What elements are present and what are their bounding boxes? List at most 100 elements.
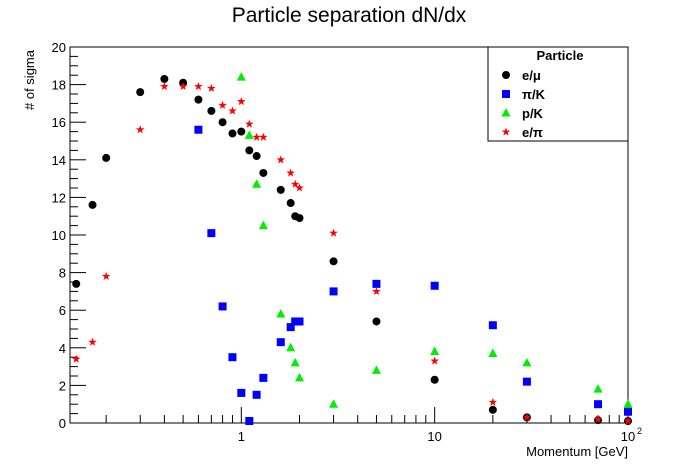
y-tick-label: 14: [52, 153, 66, 168]
y-tick-label: 6: [59, 303, 66, 318]
p-k-point: [295, 372, 305, 382]
e-mu-point: [136, 88, 145, 97]
pi-k-point: [430, 281, 439, 290]
e-pi-point: [522, 412, 532, 421]
e-mu-point: [237, 127, 246, 136]
pi-k-point: [286, 323, 295, 332]
y-tick-label: 16: [52, 115, 66, 130]
p-k-point: [286, 342, 296, 352]
p-k-point: [258, 220, 268, 230]
data-points: [71, 72, 633, 425]
pi-k-point: [259, 373, 268, 382]
legend-label: e/π: [522, 125, 543, 140]
e-mu-point: [372, 317, 381, 326]
pi-k-point: [522, 377, 531, 386]
pi-k-point: [329, 287, 338, 296]
e-mu-point: [329, 257, 338, 266]
e-mu-point: [207, 106, 216, 115]
e-mu-point: [72, 279, 81, 288]
e-mu-point: [488, 405, 497, 414]
e-mu-point: [160, 74, 169, 83]
y-tick-label: 12: [52, 190, 66, 205]
pi-k-point: [245, 417, 254, 425]
e-pi-point: [194, 81, 203, 91]
pi-k-point: [372, 279, 381, 288]
e-mu-point: [88, 200, 97, 209]
pi-k-point: [194, 125, 203, 134]
pi-k-point: [237, 388, 246, 397]
pi-k-point: [594, 400, 603, 409]
y-tick-label: 2: [59, 378, 66, 393]
p-k-point: [290, 357, 300, 367]
e-pi-point: [286, 168, 295, 177]
pi-k-point: [295, 317, 304, 326]
pi-k-point: [488, 321, 497, 330]
e-pi-point: [623, 416, 633, 425]
e-pi-point: [245, 119, 254, 128]
chart-title: Particle separation dN/dx: [232, 4, 467, 27]
p-k-point: [276, 308, 286, 318]
x-axis-label: Momentum [GeV]: [526, 444, 628, 459]
series-e-pi: [71, 81, 633, 425]
pi-k-point: [252, 390, 261, 399]
e-pi-point: [252, 132, 261, 141]
legend-title: Particle: [537, 48, 584, 63]
e-pi-point: [259, 132, 268, 141]
e-pi-point: [207, 83, 216, 92]
y-tick-label: 18: [52, 78, 66, 93]
y-tick-label: 0: [59, 416, 66, 431]
series-pi-k: [194, 125, 632, 425]
e-pi-point: [237, 97, 246, 106]
y-axis-label: # of sigma: [22, 49, 37, 110]
e-pi-point: [295, 183, 304, 192]
e-pi-point: [329, 228, 338, 237]
p-k-point: [244, 130, 254, 139]
e-pi-point: [135, 125, 145, 134]
y-tick-label: 20: [52, 40, 66, 55]
series-p-k: [236, 72, 633, 408]
e-pi-point: [372, 286, 381, 296]
p-k-point: [488, 348, 498, 357]
e-pi-point: [218, 100, 227, 109]
y-tick-label: 8: [59, 266, 66, 281]
legend-entries: e/μ π/K p/K e/π: [501, 68, 546, 140]
e-mu-point: [245, 146, 254, 155]
legend-label: p/K: [522, 106, 544, 121]
e-pi-point: [593, 414, 603, 423]
pi-k-point: [291, 317, 300, 326]
legend-marker-pi-k: [502, 90, 510, 98]
e-pi-point: [228, 106, 237, 115]
e-mu-point: [102, 153, 111, 162]
e-mu-point: [252, 152, 261, 161]
y-tick-label: 4: [59, 341, 66, 356]
pi-k-point: [276, 338, 285, 347]
x-tick-exponent: 2: [637, 426, 642, 436]
e-mu-point: [194, 95, 203, 104]
e-pi-point: [430, 356, 439, 365]
e-mu-point: [228, 129, 237, 138]
e-mu-point: [276, 185, 285, 194]
legend: Particle e/μ π/K p/K e/π: [487, 46, 629, 142]
p-k-point: [593, 384, 603, 393]
pi-k-point: [228, 353, 237, 362]
p-k-point: [522, 357, 532, 367]
p-k-point: [430, 346, 440, 356]
e-mu-point: [295, 214, 304, 223]
e-pi-point: [88, 337, 97, 346]
p-k-point: [623, 399, 633, 408]
p-k-point: [371, 365, 381, 374]
e-pi-point: [488, 397, 498, 406]
e-mu-point: [430, 375, 439, 384]
p-k-point: [252, 179, 262, 188]
x-tick-label: 10: [621, 429, 635, 444]
e-pi-point: [160, 81, 169, 91]
pi-k-point: [624, 407, 632, 416]
p-k-point: [236, 72, 246, 81]
y-tick-label: 10: [52, 228, 66, 243]
legend-label: π/K: [522, 87, 546, 102]
p-k-point: [329, 399, 339, 408]
e-pi-point: [101, 271, 111, 280]
